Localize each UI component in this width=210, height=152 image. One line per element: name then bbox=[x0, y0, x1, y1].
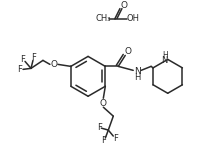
Text: O: O bbox=[120, 1, 127, 10]
Text: O: O bbox=[100, 99, 107, 108]
Text: N: N bbox=[161, 56, 168, 65]
Text: F: F bbox=[113, 134, 118, 143]
Text: F: F bbox=[18, 65, 22, 74]
Text: F: F bbox=[32, 53, 36, 62]
Text: H: H bbox=[162, 51, 168, 60]
Text: F: F bbox=[101, 136, 106, 145]
Text: OH: OH bbox=[126, 14, 139, 23]
Text: O: O bbox=[125, 47, 132, 56]
Text: F: F bbox=[97, 123, 102, 132]
Text: CH₃: CH₃ bbox=[95, 14, 111, 23]
Text: N: N bbox=[134, 67, 140, 76]
Text: H: H bbox=[134, 73, 140, 82]
Text: F: F bbox=[21, 55, 25, 64]
Text: O: O bbox=[50, 60, 57, 69]
